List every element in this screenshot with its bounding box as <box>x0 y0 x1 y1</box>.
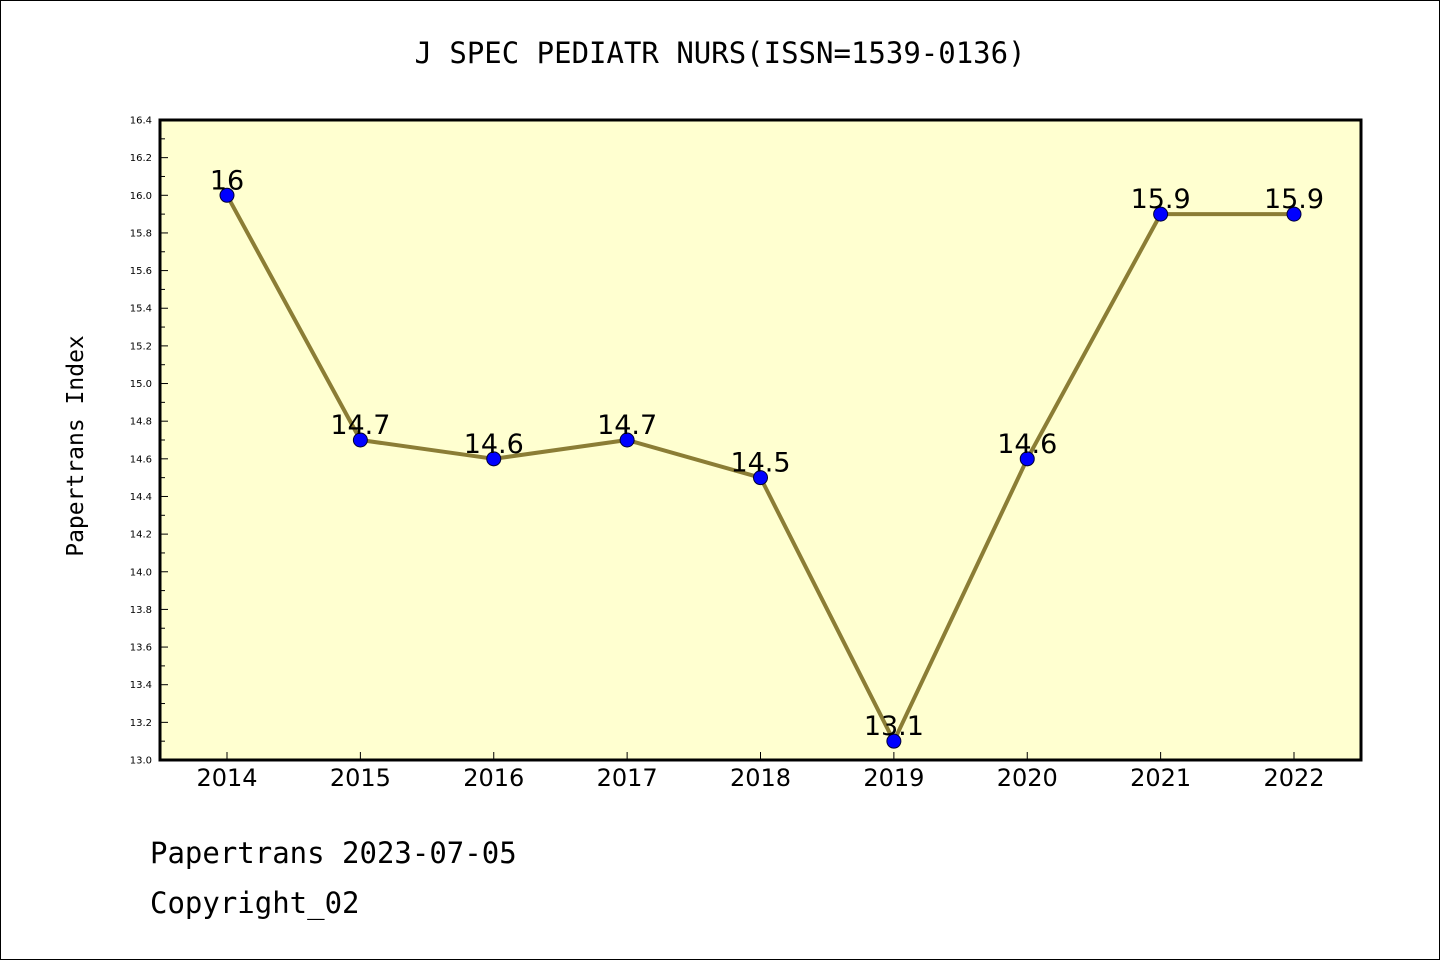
data-point <box>486 451 502 467</box>
x-tick-label: 2015 <box>330 764 391 792</box>
data-point <box>619 432 635 448</box>
y-tick-label: 13.6 <box>130 643 152 654</box>
y-tick-label: 16.2 <box>130 153 152 164</box>
y-tick-label: 14.8 <box>130 417 152 428</box>
y-tick-label: 15.4 <box>130 304 152 315</box>
data-point <box>1286 206 1302 222</box>
y-tick-label: 15.8 <box>130 228 152 239</box>
data-point <box>219 187 235 203</box>
data-point <box>753 470 768 486</box>
y-tick-label: 15.6 <box>130 266 152 277</box>
y-tick-label: 15.2 <box>130 341 152 352</box>
y-tick-label: 14.6 <box>130 454 152 465</box>
data-label: 14.6 <box>464 429 524 460</box>
y-tick-label: 16.0 <box>130 191 152 202</box>
y-tick-label: 15.0 <box>130 379 152 390</box>
y-tick-label: 16.4 <box>130 116 152 127</box>
data-label: 14.6 <box>997 429 1057 460</box>
data-label: 14.7 <box>330 410 390 441</box>
footer-copyright: Copyright_02 <box>150 886 360 920</box>
footer-date: Papertrans 2023-07-05 <box>150 836 517 870</box>
x-tick-label: 2014 <box>196 764 257 792</box>
data-label: 15.9 <box>1264 184 1324 215</box>
y-tick-label: 13.2 <box>130 718 152 729</box>
data-point <box>1019 451 1035 467</box>
data-label: 14.7 <box>597 410 657 441</box>
x-tick-label: 2019 <box>863 764 924 792</box>
y-tick-label: 13.4 <box>130 680 152 691</box>
data-point <box>886 733 902 749</box>
x-tick-label: 2017 <box>597 764 658 792</box>
chart-title: J SPEC PEDIATR NURS(ISSN=1539-0136) <box>414 36 1026 70</box>
x-tick-label: 2022 <box>1263 764 1324 792</box>
data-label: 16 <box>210 165 244 196</box>
x-tick-label: 2018 <box>730 764 791 792</box>
y-tick-label: 13.0 <box>130 756 152 767</box>
y-tick-label: 13.8 <box>130 605 152 616</box>
data-label: 15.9 <box>1131 184 1191 215</box>
data-label: 14.5 <box>730 448 790 479</box>
y-tick-label: 14.4 <box>130 492 152 503</box>
data-label: 13.1 <box>864 711 924 742</box>
y-tick-label: 14.2 <box>130 530 152 541</box>
data-point <box>1153 206 1169 222</box>
plot-border <box>158 118 1363 762</box>
data-point <box>352 432 368 448</box>
x-tick-label: 2021 <box>1130 764 1191 792</box>
x-tick-label: 2020 <box>997 764 1058 792</box>
x-tick-label: 2016 <box>463 764 524 792</box>
y-tick-label: 14.0 <box>130 567 152 578</box>
